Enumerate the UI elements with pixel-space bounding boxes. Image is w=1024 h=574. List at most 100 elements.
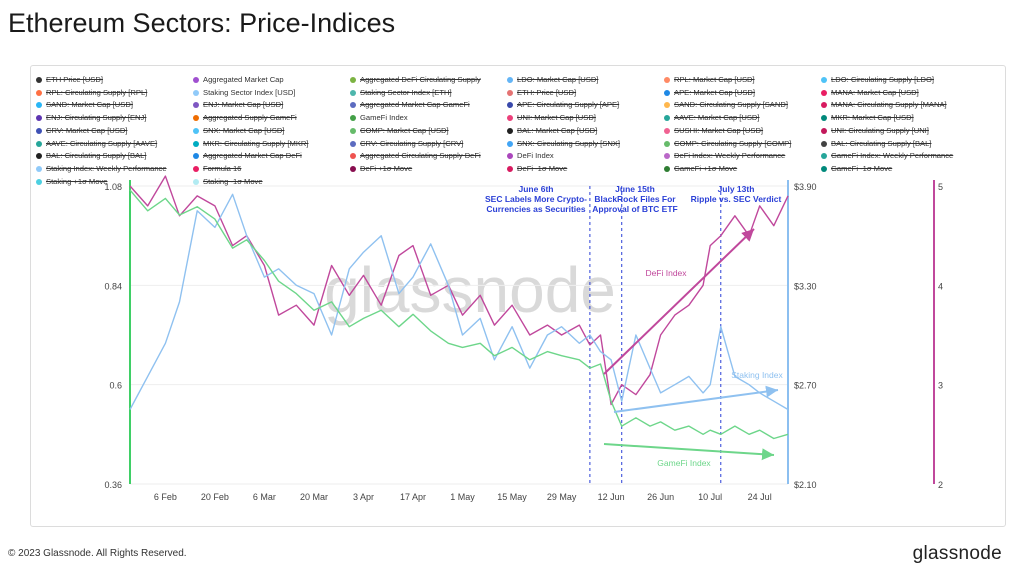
legend-label: SNX: Circulating Supply [SNX] [517, 138, 620, 148]
x-axis-tick-label: 24 Jul [748, 492, 772, 502]
legend-item[interactable]: GameFi Index [350, 113, 408, 122]
legend-label: Staking -1σ Move [203, 176, 263, 186]
legend-item[interactable]: BAL: Circulating Supply [BAL] [821, 139, 931, 148]
legend-item[interactable]: ETH Price [USD] [36, 75, 103, 84]
legend-item[interactable]: Aggregated Market Cap DeFi [193, 151, 302, 160]
legend-label: Staking +1σ Move [46, 176, 108, 186]
legend-swatch [36, 127, 42, 134]
legend-label: BAL: Circulating Supply [BAL] [831, 138, 932, 148]
series-label: DeFi Index [645, 268, 687, 278]
x-axis-tick-label: 15 May [497, 492, 527, 502]
legend-item[interactable]: Staking +1σ Move [36, 177, 107, 186]
legend-item[interactable]: GameFi -1σ Move [821, 164, 892, 173]
legend-item[interactable]: BAL: Circulating Supply [BAL] [36, 151, 146, 160]
legend-label: APE: Circulating Supply [APE] [517, 100, 620, 110]
x-axis-tick-label: 6 Feb [154, 492, 177, 502]
legend-item[interactable]: LDO: Market Cap [USD] [507, 75, 598, 84]
legend-item[interactable]: MKR: Circulating Supply [MKR] [193, 139, 309, 148]
x-axis-tick-label: 12 Jun [598, 492, 625, 502]
legend-item[interactable]: Aggregated Market Cap GameFi [350, 100, 470, 109]
legend-label: BAL: Market Cap [USD] [517, 125, 598, 135]
legend-item[interactable]: LDO: Circulating Supply [LDO] [821, 75, 934, 84]
legend-item[interactable]: Aggregated Market Cap [193, 75, 284, 84]
legend-swatch [350, 89, 356, 96]
x-axis-tick-label: 3 Apr [353, 492, 374, 502]
legend-label: DeFi Index: Weekly Performance [674, 151, 786, 161]
legend-item[interactable]: Staking Sector Index [USD] [193, 88, 295, 97]
event-annotation-title: June 6th [519, 184, 554, 194]
legend-item[interactable]: CRV: Market Cap [USD] [36, 126, 127, 135]
legend-label: Staking Sector Index [ETH] [360, 87, 452, 97]
legend-item[interactable]: COMP: Circulating Supply [COMP] [664, 139, 791, 148]
legend-item[interactable]: MKR: Market Cap [USD] [821, 113, 914, 122]
legend-item[interactable]: SNX: Market Cap [USD] [193, 126, 284, 135]
series-label: GameFi Index [657, 458, 711, 468]
legend-label: RPL: Market Cap [USD] [674, 75, 755, 84]
legend-item[interactable]: Staking -1σ Move [193, 177, 263, 186]
legend-item[interactable]: APE: Circulating Supply [APE] [507, 100, 619, 109]
legend-item[interactable]: DeFi Index: Weekly Performance [664, 151, 785, 160]
defi-trend-arrow [603, 228, 755, 375]
legend-item[interactable]: ETH: Price [USD] [507, 88, 576, 97]
legend-label: Staking Sector Index [USD] [203, 87, 296, 97]
legend-swatch [350, 77, 356, 83]
legend-label: MANA: Market Cap [USD] [831, 87, 919, 97]
legend-item[interactable]: GameFi +1σ Move [664, 164, 737, 173]
legend-swatch [36, 115, 42, 122]
legend-label: Aggregated Market Cap [203, 75, 284, 84]
legend-item[interactable]: AAVE: Market Cap [USD] [664, 113, 760, 122]
legend-item[interactable]: ENJ: Market Cap [USD] [193, 100, 283, 109]
legend-item[interactable]: CRV: Circulating Supply [CRV] [350, 139, 463, 148]
legend-swatch [664, 127, 670, 134]
legend-swatch [36, 165, 42, 172]
event-annotation-text: SEC Labels More Crypto- [485, 194, 587, 204]
legend-item[interactable]: MANA: Circulating Supply [MANA] [821, 100, 947, 109]
legend-item[interactable]: SAND: Circulating Supply [SAND] [664, 100, 788, 109]
legend-item[interactable]: ENJ: Circulating Supply [ENJ] [36, 113, 146, 122]
legend-swatch [193, 89, 199, 96]
legend-item[interactable]: DeFi +1σ Move [350, 164, 412, 173]
legend-label: LDO: Circulating Supply [LDO] [831, 75, 934, 84]
legend-item[interactable]: BAL: Market Cap [USD] [507, 126, 597, 135]
legend-item[interactable]: DeFi -1σ Move [507, 164, 567, 173]
legend-label: AAVE: Market Cap [USD] [674, 113, 760, 123]
right-axis-tick-label: 4 [938, 281, 943, 291]
legend-swatch [821, 115, 827, 122]
legend-item[interactable]: UNI: Market Cap [USD] [507, 113, 596, 122]
legend-label: Aggregated Circulating Supply DeFi [360, 151, 481, 161]
x-axis-tick-label: 10 Jul [698, 492, 722, 502]
legend-swatch [507, 89, 513, 96]
legend-item[interactable]: RPL: Circulating Supply [RPL] [36, 88, 147, 97]
legend-item[interactable]: Aggregated DeFi Circulating Supply [350, 75, 481, 84]
footer-brand-logo: glassnode [912, 543, 1002, 564]
legend-item[interactable]: Aggregated Supply GameFi [193, 113, 297, 122]
legend-item[interactable]: AAVE: Circulating Supply [AAVE] [36, 139, 157, 148]
footer-copyright: © 2023 Glassnode. All Rights Reserved. [8, 548, 187, 559]
legend-item[interactable]: Staking Sector Index [ETH] [350, 88, 452, 97]
x-axis-tick-label: 6 Mar [253, 492, 276, 502]
legend-item[interactable]: SNX: Circulating Supply [SNX] [507, 139, 620, 148]
legend-item[interactable]: SAND: Market Cap [USD] [36, 100, 133, 109]
x-axis-tick-label: 1 May [450, 492, 475, 502]
legend-item[interactable]: GameFi Index: Weekly Performance [821, 151, 953, 160]
legend-item[interactable]: Staking Index: Weekly Performance [36, 164, 167, 173]
legend-item[interactable]: APE: Market Cap [USD] [664, 88, 755, 97]
legend-label: AAVE: Circulating Supply [AAVE] [46, 138, 158, 148]
legend-item[interactable]: UNI: Circulating Supply [UNI] [821, 126, 929, 135]
legend-item[interactable]: SUSHI: Market Cap [USD] [664, 126, 763, 135]
legend-item[interactable]: RPL: Market Cap [USD] [664, 75, 755, 84]
legend-swatch [664, 165, 670, 172]
legend-item[interactable]: Formula 16 [193, 164, 241, 173]
legend-item[interactable]: Aggregated Circulating Supply DeFi [350, 151, 481, 160]
legend-label: Aggregated Market Cap DeFi [203, 151, 302, 161]
legend-item[interactable]: COMP: Market Cap [USD] [350, 126, 449, 135]
legend-swatch [193, 140, 199, 147]
legend-label: Aggregated DeFi Circulating Supply [360, 75, 481, 84]
legend-item[interactable]: MANA: Market Cap [USD] [821, 88, 919, 97]
legend-label: MKR: Circulating Supply [MKR] [203, 138, 309, 148]
legend-label: ENJ: Market Cap [USD] [203, 100, 284, 110]
legend-label: SUSHI: Market Cap [USD] [674, 125, 764, 135]
legend-swatch [193, 165, 199, 172]
legend-swatch [664, 140, 670, 147]
legend-item[interactable]: DeFi Index [507, 151, 554, 160]
